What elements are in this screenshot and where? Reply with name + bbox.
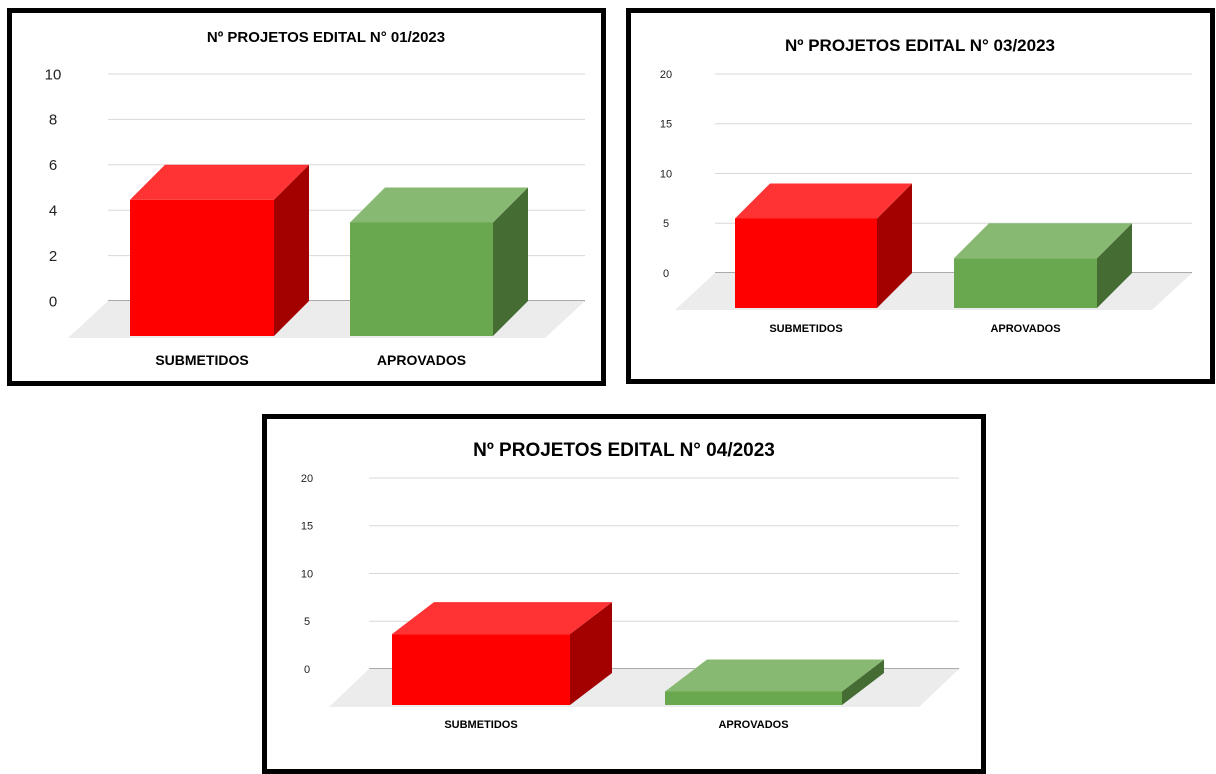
bar-top [350, 187, 528, 223]
y-tick-label: 2 [49, 248, 57, 265]
bar-front [735, 218, 877, 308]
y-tick-label: 0 [663, 268, 669, 280]
bar-aprovados [350, 187, 528, 336]
bar-side [493, 187, 528, 336]
y-tick-label: 15 [660, 119, 672, 131]
chart-panel-edital-04-2023: Nº PROJETOS EDITAL N° 04/2023 0 5 10 15 20 SUB… [262, 414, 986, 774]
bar-submetidos [735, 183, 912, 308]
bar-front [954, 258, 1097, 308]
bar-front [392, 634, 570, 705]
bar-side [1097, 223, 1132, 308]
chart-panel-edital-01-2023: Nº PROJETOS EDITAL N° 01/2023 0 2 4 6 8 10 SUBM… [7, 8, 606, 386]
bar-front [665, 691, 842, 705]
y-tick-label: 8 [49, 112, 57, 129]
bar-aprovados [665, 659, 884, 705]
category-label: SUBMETIDOS [769, 323, 842, 335]
bar-submetidos [130, 164, 309, 336]
y-tick-label: 10 [301, 568, 313, 580]
y-tick-label: 5 [663, 218, 669, 230]
bar-submetidos [392, 602, 612, 705]
category-label: SUBMETIDOS [444, 719, 517, 731]
y-tick-label: 10 [660, 168, 672, 180]
y-tick-label: 10 [45, 66, 62, 83]
bar-aprovados [954, 223, 1132, 308]
y-tick-label: 20 [301, 473, 313, 485]
category-label: APROVADOS [990, 323, 1060, 335]
category-label: APROVADOS [718, 719, 788, 731]
y-tick-label: 5 [304, 616, 310, 628]
y-tick-label: 15 [301, 521, 313, 533]
bar-side [570, 602, 612, 705]
chart-edital-04-2023: Nº PROJETOS EDITAL N° 04/2023 0 5 10 15 20 SUB… [301, 440, 959, 731]
chart-title: Nº PROJETOS EDITAL N° 03/2023 [785, 36, 1055, 55]
y-tick-label: 0 [304, 664, 310, 676]
y-tick-label: 20 [660, 69, 672, 81]
bar-side [274, 164, 309, 336]
bar-front [350, 222, 493, 336]
y-tick-label: 0 [49, 293, 57, 310]
chart-edital-01-2023: Nº PROJETOS EDITAL N° 01/2023 0 2 4 6 8 10 SUBM… [45, 29, 585, 368]
bar-top [665, 659, 884, 692]
bar-side [842, 659, 884, 705]
category-label: APROVADOS [377, 352, 466, 368]
chart-panel-edital-03-2023: Nº PROJETOS EDITAL N° 03/2023 0 5 10 15 20 SUB… [626, 8, 1215, 384]
chart-edital-03-2023: Nº PROJETOS EDITAL N° 03/2023 0 5 10 15 20 SUB… [660, 36, 1192, 335]
bar-side [877, 183, 912, 308]
y-tick-label: 4 [49, 202, 57, 219]
bar-top [392, 602, 612, 635]
bar-top [954, 223, 1132, 259]
y-tick-label: 6 [49, 157, 57, 174]
chart-title: Nº PROJETOS EDITAL N° 04/2023 [473, 440, 775, 461]
category-label: SUBMETIDOS [155, 352, 248, 368]
bar-top [735, 183, 912, 219]
bar-top [130, 164, 309, 200]
chart-title: Nº PROJETOS EDITAL N° 01/2023 [207, 29, 445, 46]
bar-front [130, 199, 274, 336]
